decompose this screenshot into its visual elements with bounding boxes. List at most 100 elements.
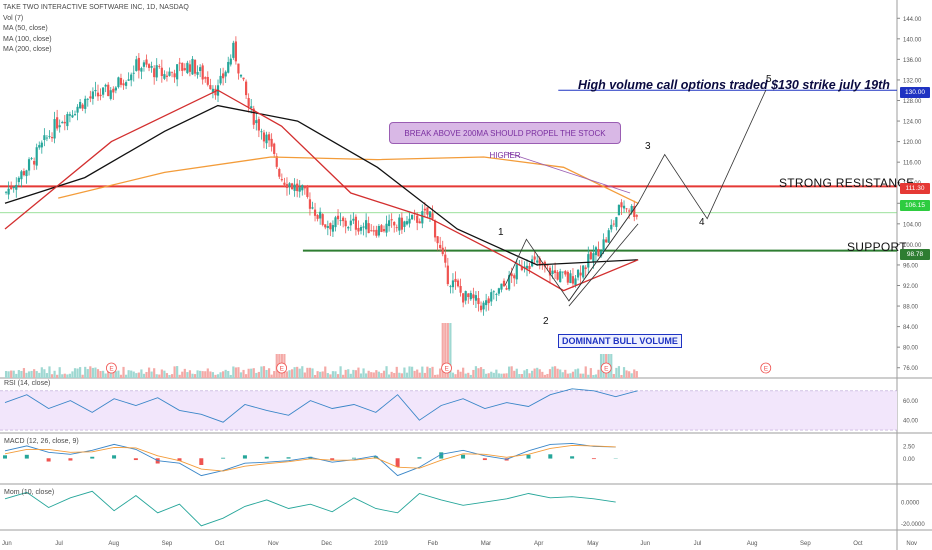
- candle-body: [597, 248, 600, 257]
- candle-body: [433, 220, 437, 238]
- candle-body: [582, 265, 585, 278]
- volume-bar: [160, 369, 163, 378]
- candle-body: [479, 305, 483, 311]
- macd-signal-line: [4, 444, 616, 472]
- candle-body: [431, 213, 434, 219]
- candle-body: [117, 77, 120, 88]
- candle-body: [122, 83, 125, 86]
- volume-bar: [27, 371, 31, 378]
- volume-note[interactable]: DOMINANT BULL VOLUME: [558, 334, 682, 348]
- volume-bar: [209, 371, 212, 378]
- candle-body: [188, 64, 192, 72]
- earnings-marker-label: E: [280, 366, 285, 373]
- candle-body: [324, 224, 327, 228]
- candle-body: [418, 221, 421, 224]
- candle-body: [219, 75, 222, 84]
- price-tick-label: 116.00: [903, 161, 922, 167]
- volume-bar: [150, 371, 153, 378]
- candle-body: [17, 177, 20, 183]
- macd-label[interactable]: MACD (12, 26, close, 9): [4, 438, 79, 445]
- volume-bar: [303, 372, 306, 378]
- legend-ma100[interactable]: MA (100, close): [3, 35, 52, 43]
- macd-histogram-bar: [461, 454, 466, 459]
- candle-body: [201, 65, 204, 80]
- volume-bar: [255, 372, 258, 378]
- candle-body: [140, 68, 143, 72]
- volume-bar: [592, 374, 595, 378]
- breakout-note[interactable]: BREAK ABOVE 200MA SHOULD PROPEL THE STOC…: [389, 122, 621, 160]
- momentum-tick-label: 0.0000: [901, 501, 920, 507]
- time-tick-label: Sep: [162, 541, 173, 547]
- time-tick-label: Oct: [215, 541, 225, 547]
- volume-bar: [270, 374, 273, 378]
- candle-body: [298, 187, 301, 192]
- volume-bar: [495, 369, 498, 378]
- candle-body: [423, 208, 426, 211]
- volume-bar: [482, 369, 485, 378]
- volume-bar: [416, 369, 419, 378]
- candle-body: [81, 104, 84, 109]
- volume-bar: [576, 368, 580, 378]
- wave-label-3: 3: [645, 141, 651, 152]
- volume-bar: [104, 373, 107, 378]
- candle-body: [124, 82, 128, 86]
- candle-body: [352, 218, 355, 221]
- volume-bar: [571, 371, 575, 378]
- candle-body: [285, 184, 289, 188]
- candle-body: [359, 227, 363, 231]
- candle-body: [635, 215, 638, 217]
- candle-body: [242, 77, 245, 80]
- support-label[interactable]: SUPPORT: [847, 240, 907, 254]
- macd-histogram-bar: [90, 456, 95, 459]
- volume-bar: [462, 367, 465, 378]
- candle-body: [267, 134, 271, 141]
- legend-ma200[interactable]: MA (200, close): [3, 46, 52, 53]
- candle-body: [380, 225, 383, 232]
- volume-bar: [329, 374, 332, 378]
- rsi-label[interactable]: RSI (14, close): [4, 380, 51, 387]
- volume-bar: [250, 368, 253, 378]
- trend-line-upper: [568, 203, 639, 302]
- candle-body: [50, 137, 54, 139]
- candle-body: [326, 226, 329, 228]
- candle-body: [377, 225, 380, 236]
- candle-body: [15, 184, 18, 190]
- candle-body: [528, 265, 531, 270]
- candle-body: [63, 121, 66, 124]
- volume-bar: [298, 368, 301, 378]
- volume-bar: [245, 374, 248, 378]
- candle-body: [459, 285, 462, 293]
- candle-body: [485, 300, 488, 306]
- candle-body: [538, 258, 541, 266]
- legend-ma50[interactable]: MA (50, close): [3, 25, 48, 32]
- candle-body: [594, 247, 598, 256]
- volume-bar: [492, 372, 495, 378]
- price-tick-label: 136.00: [903, 58, 922, 64]
- volume-bar: [421, 366, 424, 378]
- volume-bar: [423, 372, 426, 378]
- volume-bar: [214, 374, 217, 378]
- candle-body: [357, 227, 360, 232]
- candle-body: [252, 108, 255, 125]
- legend-vol[interactable]: Vol (7): [3, 14, 24, 22]
- candle-body: [548, 267, 552, 276]
- volume-bar: [193, 374, 197, 378]
- candle-body: [158, 66, 161, 67]
- volume-bar: [66, 374, 69, 378]
- candle-body: [515, 264, 518, 280]
- options-note[interactable]: High volume call options traded $130 str…: [578, 78, 890, 92]
- candle-body: [145, 59, 148, 65]
- volume-bar: [188, 370, 192, 378]
- candle-body: [633, 206, 636, 218]
- volume-bar: [469, 374, 472, 378]
- candle-body: [25, 170, 28, 177]
- volume-bar: [433, 374, 437, 378]
- mom-label[interactable]: Mom (10, close): [4, 489, 55, 496]
- volume-bar: [153, 368, 156, 378]
- macd-histogram-bar: [24, 454, 29, 459]
- resistance-label[interactable]: STRONG RESISTANCE: [779, 176, 915, 190]
- volume-bar: [564, 369, 567, 378]
- volume-bar: [119, 374, 123, 378]
- last-price-tag: 106.15: [900, 200, 930, 211]
